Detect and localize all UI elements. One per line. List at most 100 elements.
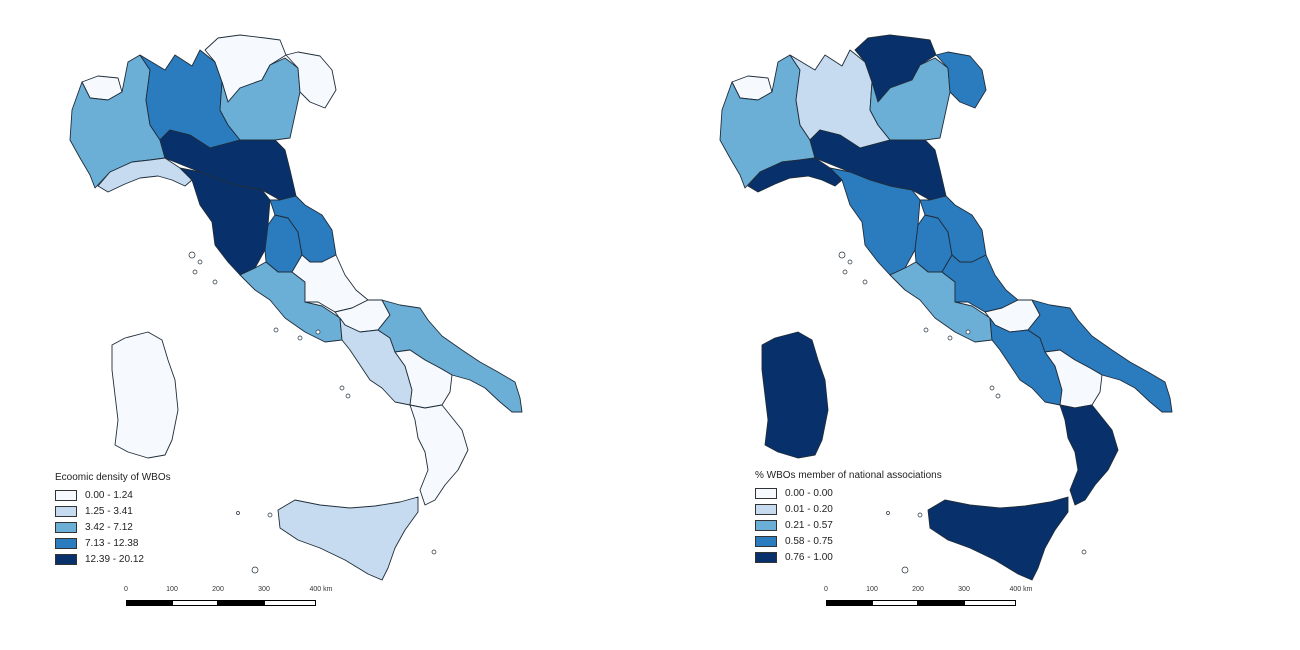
region-toscana: [179, 167, 271, 276]
region-sardegna: [761, 331, 829, 459]
region-basilicata: [394, 349, 453, 409]
island-marker: [847, 259, 853, 265]
island-marker: [192, 269, 198, 275]
legend-label: 0.76 - 1.00: [785, 551, 833, 563]
island-marker: [901, 566, 909, 574]
legend-label: 0.21 - 0.57: [785, 519, 833, 531]
legend-swatch: [755, 551, 777, 563]
scale-label: 300: [258, 586, 270, 593]
legend-row: 0.58 - 0.75: [755, 533, 942, 549]
island-marker: [251, 566, 259, 574]
region-veneto: [869, 57, 951, 141]
map-panel-association-membership: % WBOs member of national associations 0…: [650, 0, 1300, 650]
legend-label: 7.13 - 12.38: [85, 537, 139, 549]
island-marker: [917, 512, 923, 518]
island-marker: [886, 511, 890, 515]
region-liguria: [97, 157, 193, 193]
region-friuli: [935, 51, 987, 109]
island-marker: [273, 327, 279, 333]
island-marker: [989, 385, 995, 391]
scale-segment: [872, 600, 918, 606]
island-marker: [197, 259, 203, 265]
island-marker: [236, 511, 240, 515]
legend-swatch: [55, 537, 77, 549]
legend-row: 12.39 - 20.12: [55, 551, 171, 567]
scale-segment: [126, 600, 172, 606]
island-marker: [862, 279, 868, 285]
region-lazio: [889, 261, 993, 343]
region-lazio: [239, 261, 343, 343]
legend-swatch: [55, 521, 77, 533]
scale-label: 200: [212, 586, 224, 593]
region-friuli: [285, 51, 337, 109]
italy-map-economic-density: [69, 34, 523, 581]
island-marker: [1081, 549, 1087, 555]
scale-segment: [172, 600, 218, 606]
island-marker: [995, 393, 1001, 399]
island-marker: [947, 335, 953, 341]
island-marker: [965, 329, 971, 335]
map-legend: Ecoomic density of WBOs 0.00 - 1.24 1.25 …: [55, 472, 171, 567]
region-calabria: [409, 404, 469, 506]
scale-bar: 0 100 200 300 400 km: [124, 586, 332, 610]
island-marker: [838, 251, 846, 259]
scale-segment: [964, 600, 1016, 606]
region-sicilia: [927, 496, 1069, 581]
legend-swatch: [755, 487, 777, 499]
legend-swatch: [755, 503, 777, 515]
region-sardegna: [111, 331, 179, 459]
legend-label: 12.39 - 20.12: [85, 553, 144, 565]
region-emilia-romagna: [809, 129, 947, 201]
map-panel-economic-density: Ecoomic density of WBOs 0.00 - 1.24 1.25 …: [55, 34, 523, 610]
scale-label: 300: [958, 586, 970, 593]
italy-map-association-membership: [719, 34, 1173, 581]
island-marker: [315, 329, 321, 335]
legend-swatch: [55, 505, 77, 517]
island-marker: [212, 279, 218, 285]
legend-row: 0.01 - 0.20: [755, 501, 942, 517]
island-marker: [339, 385, 345, 391]
island-marker: [842, 269, 848, 275]
region-liguria: [747, 157, 843, 193]
legend-label: 0.00 - 0.00: [785, 487, 833, 499]
legend-row: 0.00 - 1.24: [55, 487, 171, 503]
legend-row: 0.21 - 0.57: [755, 517, 942, 533]
region-veneto: [219, 57, 301, 141]
map-legend: % WBOs member of national associations 0…: [755, 470, 942, 565]
scale-label: 100: [866, 586, 878, 593]
scale-label: 400 km: [309, 586, 333, 593]
region-sicilia: [277, 496, 419, 581]
region-toscana: [829, 167, 921, 276]
scale-segment: [264, 600, 316, 606]
legend-swatch: [755, 535, 777, 547]
legend-label: 0.58 - 0.75: [785, 535, 833, 547]
legend-title: Ecoomic density of WBOs: [55, 472, 171, 483]
scale-segment: [918, 600, 964, 606]
island-marker: [431, 549, 437, 555]
legend-label: 0.01 - 0.20: [785, 503, 833, 515]
scale-bar: 0 100 200 300 400 km: [824, 586, 1032, 610]
island-marker: [297, 335, 303, 341]
legend-swatch: [755, 519, 777, 531]
legend-row: 3.42 - 7.12: [55, 519, 171, 535]
legend-swatch: [55, 489, 77, 501]
legend-label: 0.00 - 1.24: [85, 489, 133, 501]
island-marker: [188, 251, 196, 259]
region-calabria: [1059, 404, 1119, 506]
legend-row: 1.25 - 3.41: [55, 503, 171, 519]
island-marker: [923, 327, 929, 333]
scale-label: 200: [912, 586, 924, 593]
legend-label: 1.25 - 3.41: [85, 505, 133, 517]
legend-row: 7.13 - 12.38: [55, 535, 171, 551]
scale-label: 400 km: [1009, 586, 1033, 593]
region-basilicata: [1044, 349, 1103, 409]
scale-segment: [826, 600, 872, 606]
legend-row: 0.76 - 1.00: [755, 549, 942, 565]
legend-title: % WBOs member of national associations: [755, 470, 942, 481]
scale-label: 100: [166, 586, 178, 593]
legend-swatch: [55, 553, 77, 565]
scale-segment: [218, 600, 264, 606]
region-emilia-romagna: [159, 129, 297, 201]
island-marker: [345, 393, 351, 399]
scale-label: 0: [824, 586, 828, 593]
